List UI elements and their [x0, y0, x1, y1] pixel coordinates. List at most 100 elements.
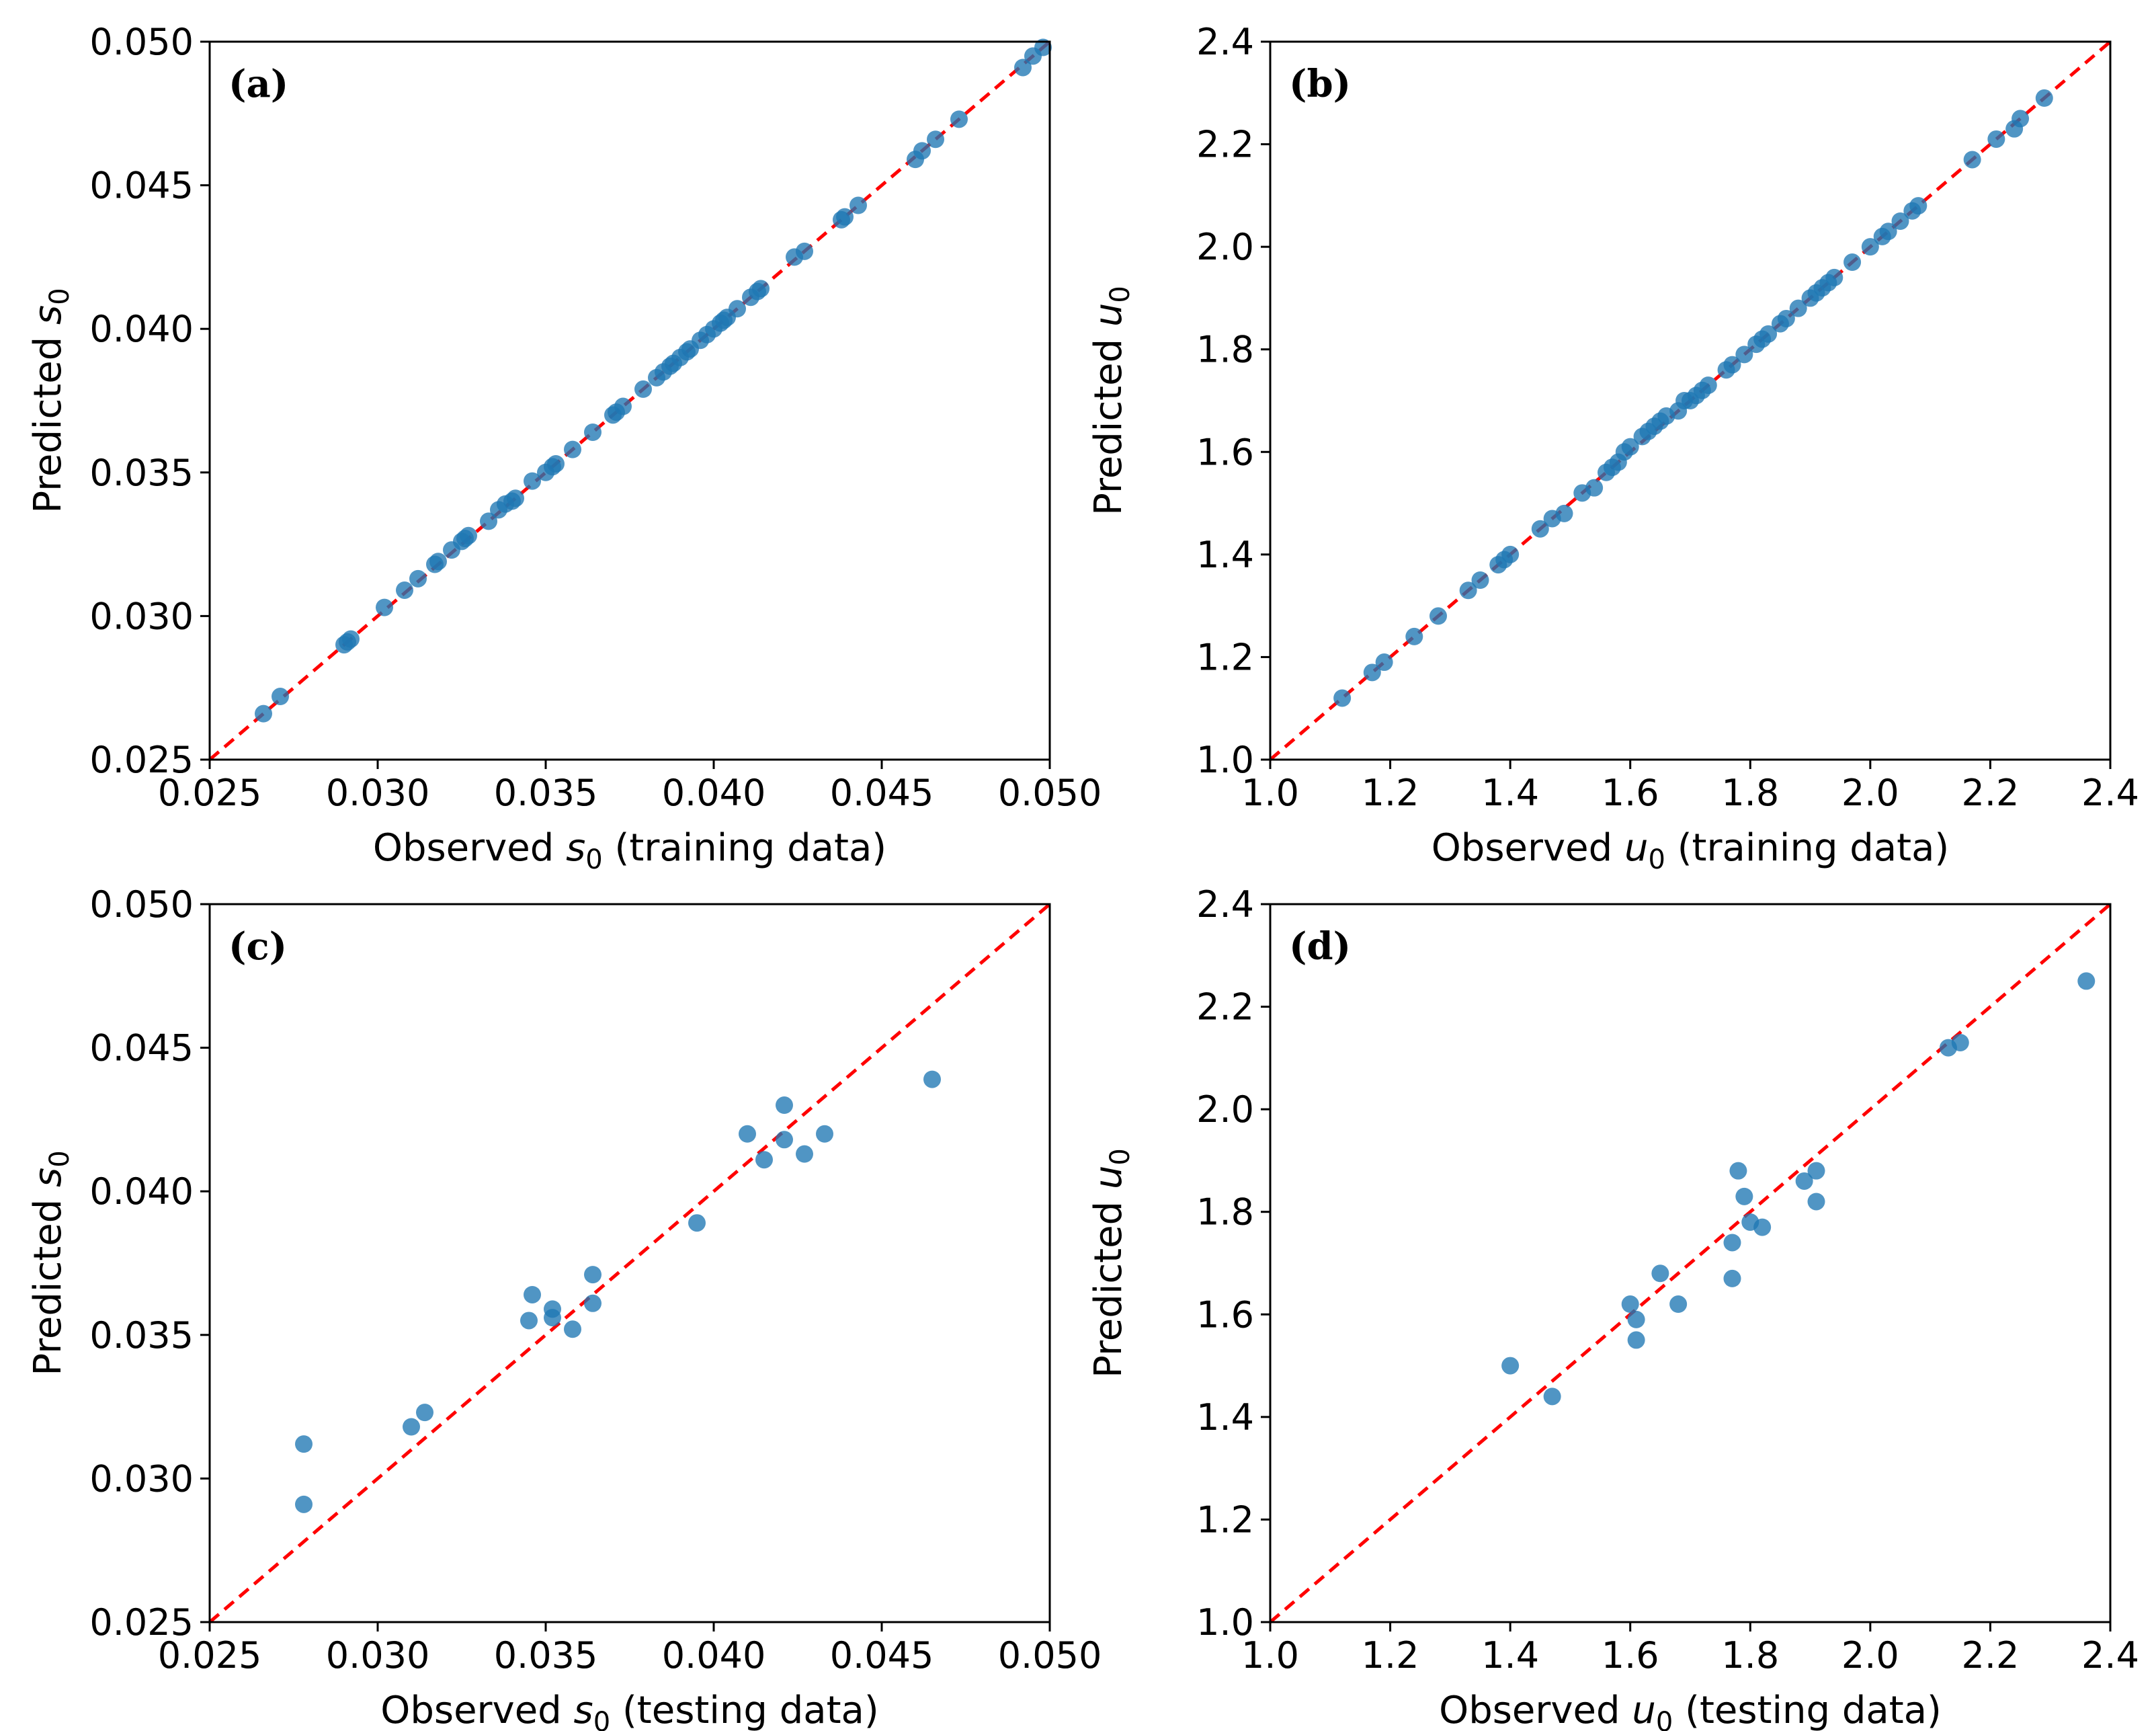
data-point — [2035, 89, 2053, 107]
y-tick-label: 0.030 — [89, 1457, 194, 1500]
data-point — [295, 1435, 313, 1453]
data-point — [1621, 438, 1639, 456]
x-tick-label: 0.030 — [326, 772, 430, 814]
y-axis-label: Predicted s0 — [26, 288, 75, 513]
data-point — [776, 1096, 793, 1115]
x-tick-label: 0.040 — [662, 772, 766, 814]
data-point — [507, 489, 524, 508]
x-tick-label: 0.035 — [494, 1634, 598, 1677]
data-point — [752, 280, 770, 298]
data-point — [1777, 309, 1795, 327]
y-tick-label: 1.0 — [1196, 1601, 1254, 1644]
y-tick-label: 1.6 — [1196, 1293, 1254, 1336]
y-tick-label: 1.8 — [1196, 329, 1254, 371]
data-point — [776, 1131, 793, 1149]
data-point — [614, 397, 632, 415]
data-point — [1951, 1033, 1969, 1051]
data-point — [796, 242, 813, 260]
y-tick-label: 0.035 — [89, 1314, 194, 1357]
reference-line-y-equals-x — [1269, 903, 2112, 1623]
x-tick-label: 1.6 — [1602, 1634, 1659, 1677]
data-point — [1669, 1295, 1688, 1314]
data-point — [1759, 325, 1778, 343]
data-point — [460, 526, 477, 545]
y-tick-label: 0.030 — [89, 595, 194, 637]
data-point — [1627, 1331, 1645, 1349]
data-point — [1543, 1387, 1561, 1406]
data-point — [836, 208, 854, 226]
y-tick-label: 0.045 — [89, 165, 194, 207]
data-point — [524, 472, 541, 490]
data-point — [755, 1151, 773, 1169]
y-tick-label: 0.035 — [89, 452, 194, 494]
data-point — [1034, 38, 1052, 56]
panel-label: (d) — [1289, 924, 1351, 969]
data-point — [1501, 1357, 1520, 1375]
y-tick-label: 1.4 — [1196, 534, 1254, 576]
x-tick-label: 0.025 — [158, 772, 262, 814]
data-point — [1807, 1162, 1825, 1180]
data-point — [1363, 663, 1381, 682]
scatter-panel-d: 1.0 1.2 1.4 1.6 1.8 2.0 2.2 2.4 1.0 1.2 1.4 1.6 1.8 2… — [1087, 883, 2139, 1731]
x-tick-label: 0.025 — [158, 1634, 262, 1677]
x-tick-label: 1.8 — [1721, 1634, 1779, 1677]
data-point — [342, 630, 360, 648]
x-tick-label: 0.045 — [830, 772, 934, 814]
y-tick-label: 1.4 — [1196, 1396, 1254, 1439]
data-point — [1789, 299, 1807, 317]
data-point — [913, 142, 931, 160]
data-point — [1891, 212, 1909, 230]
data-point — [1963, 151, 1981, 169]
data-point — [1333, 689, 1352, 707]
data-point — [1627, 1310, 1645, 1328]
scatter-panel-b: 1.0 1.2 1.4 1.6 1.8 2.0 2.2 2.4 1.0 1.2 1.4 1.6 1.8 2… — [1087, 21, 2139, 875]
data-point — [376, 598, 393, 616]
data-point — [416, 1404, 433, 1422]
x-tick-label: 2.0 — [1841, 772, 1899, 814]
data-point — [403, 1418, 420, 1436]
data-point — [816, 1125, 833, 1143]
data-point — [634, 380, 652, 398]
data-point — [584, 1266, 602, 1284]
data-point — [2012, 110, 2030, 128]
reference-line-y-equals-x — [208, 903, 1051, 1623]
data-point — [1753, 1218, 1772, 1236]
data-point — [1843, 253, 1862, 272]
x-tick-label: 0.030 — [326, 1634, 430, 1677]
y-tick-label: 0.050 — [89, 883, 194, 926]
data-point — [564, 440, 581, 458]
y-axis-label: Predicted u0 — [1087, 1148, 1136, 1378]
x-tick-label: 1.0 — [1241, 1634, 1299, 1677]
data-point — [544, 1309, 561, 1327]
data-point — [1471, 571, 1489, 589]
x-tick-label: 1.4 — [1481, 772, 1539, 814]
data-point — [1699, 376, 1717, 395]
x-tick-label: 2.0 — [1841, 1634, 1899, 1677]
x-axis-label: Observed u0 (testing data) — [1439, 1689, 1942, 1731]
x-tick-label: 0.040 — [662, 1634, 766, 1677]
data-point — [272, 688, 289, 706]
x-tick-label: 2.2 — [1961, 772, 2019, 814]
scatter-panel-a: 0.025 0.030 0.035 0.040 0.045 0.050 0.025 0.030… — [26, 21, 1102, 875]
data-point — [524, 1285, 541, 1303]
plot-frame — [208, 903, 1051, 1623]
x-tick-label: 0.050 — [998, 772, 1102, 814]
data-point — [1723, 1269, 1741, 1287]
data-point — [409, 569, 427, 588]
data-point — [1585, 479, 1604, 497]
y-tick-label: 2.0 — [1196, 226, 1254, 268]
data-point — [255, 705, 272, 723]
y-tick-label: 0.040 — [89, 1170, 194, 1213]
y-tick-label: 2.4 — [1196, 883, 1254, 926]
x-tick-label: 1.8 — [1721, 772, 1779, 814]
data-point — [1909, 197, 1927, 215]
data-point — [1825, 268, 1843, 286]
data-point — [739, 1125, 756, 1143]
data-point — [1723, 356, 1741, 374]
data-point — [688, 1214, 706, 1232]
y-tick-label: 0.050 — [89, 21, 194, 63]
data-point — [429, 553, 447, 571]
y-tick-label: 1.2 — [1196, 1498, 1254, 1541]
x-tick-label: 1.2 — [1362, 772, 1419, 814]
